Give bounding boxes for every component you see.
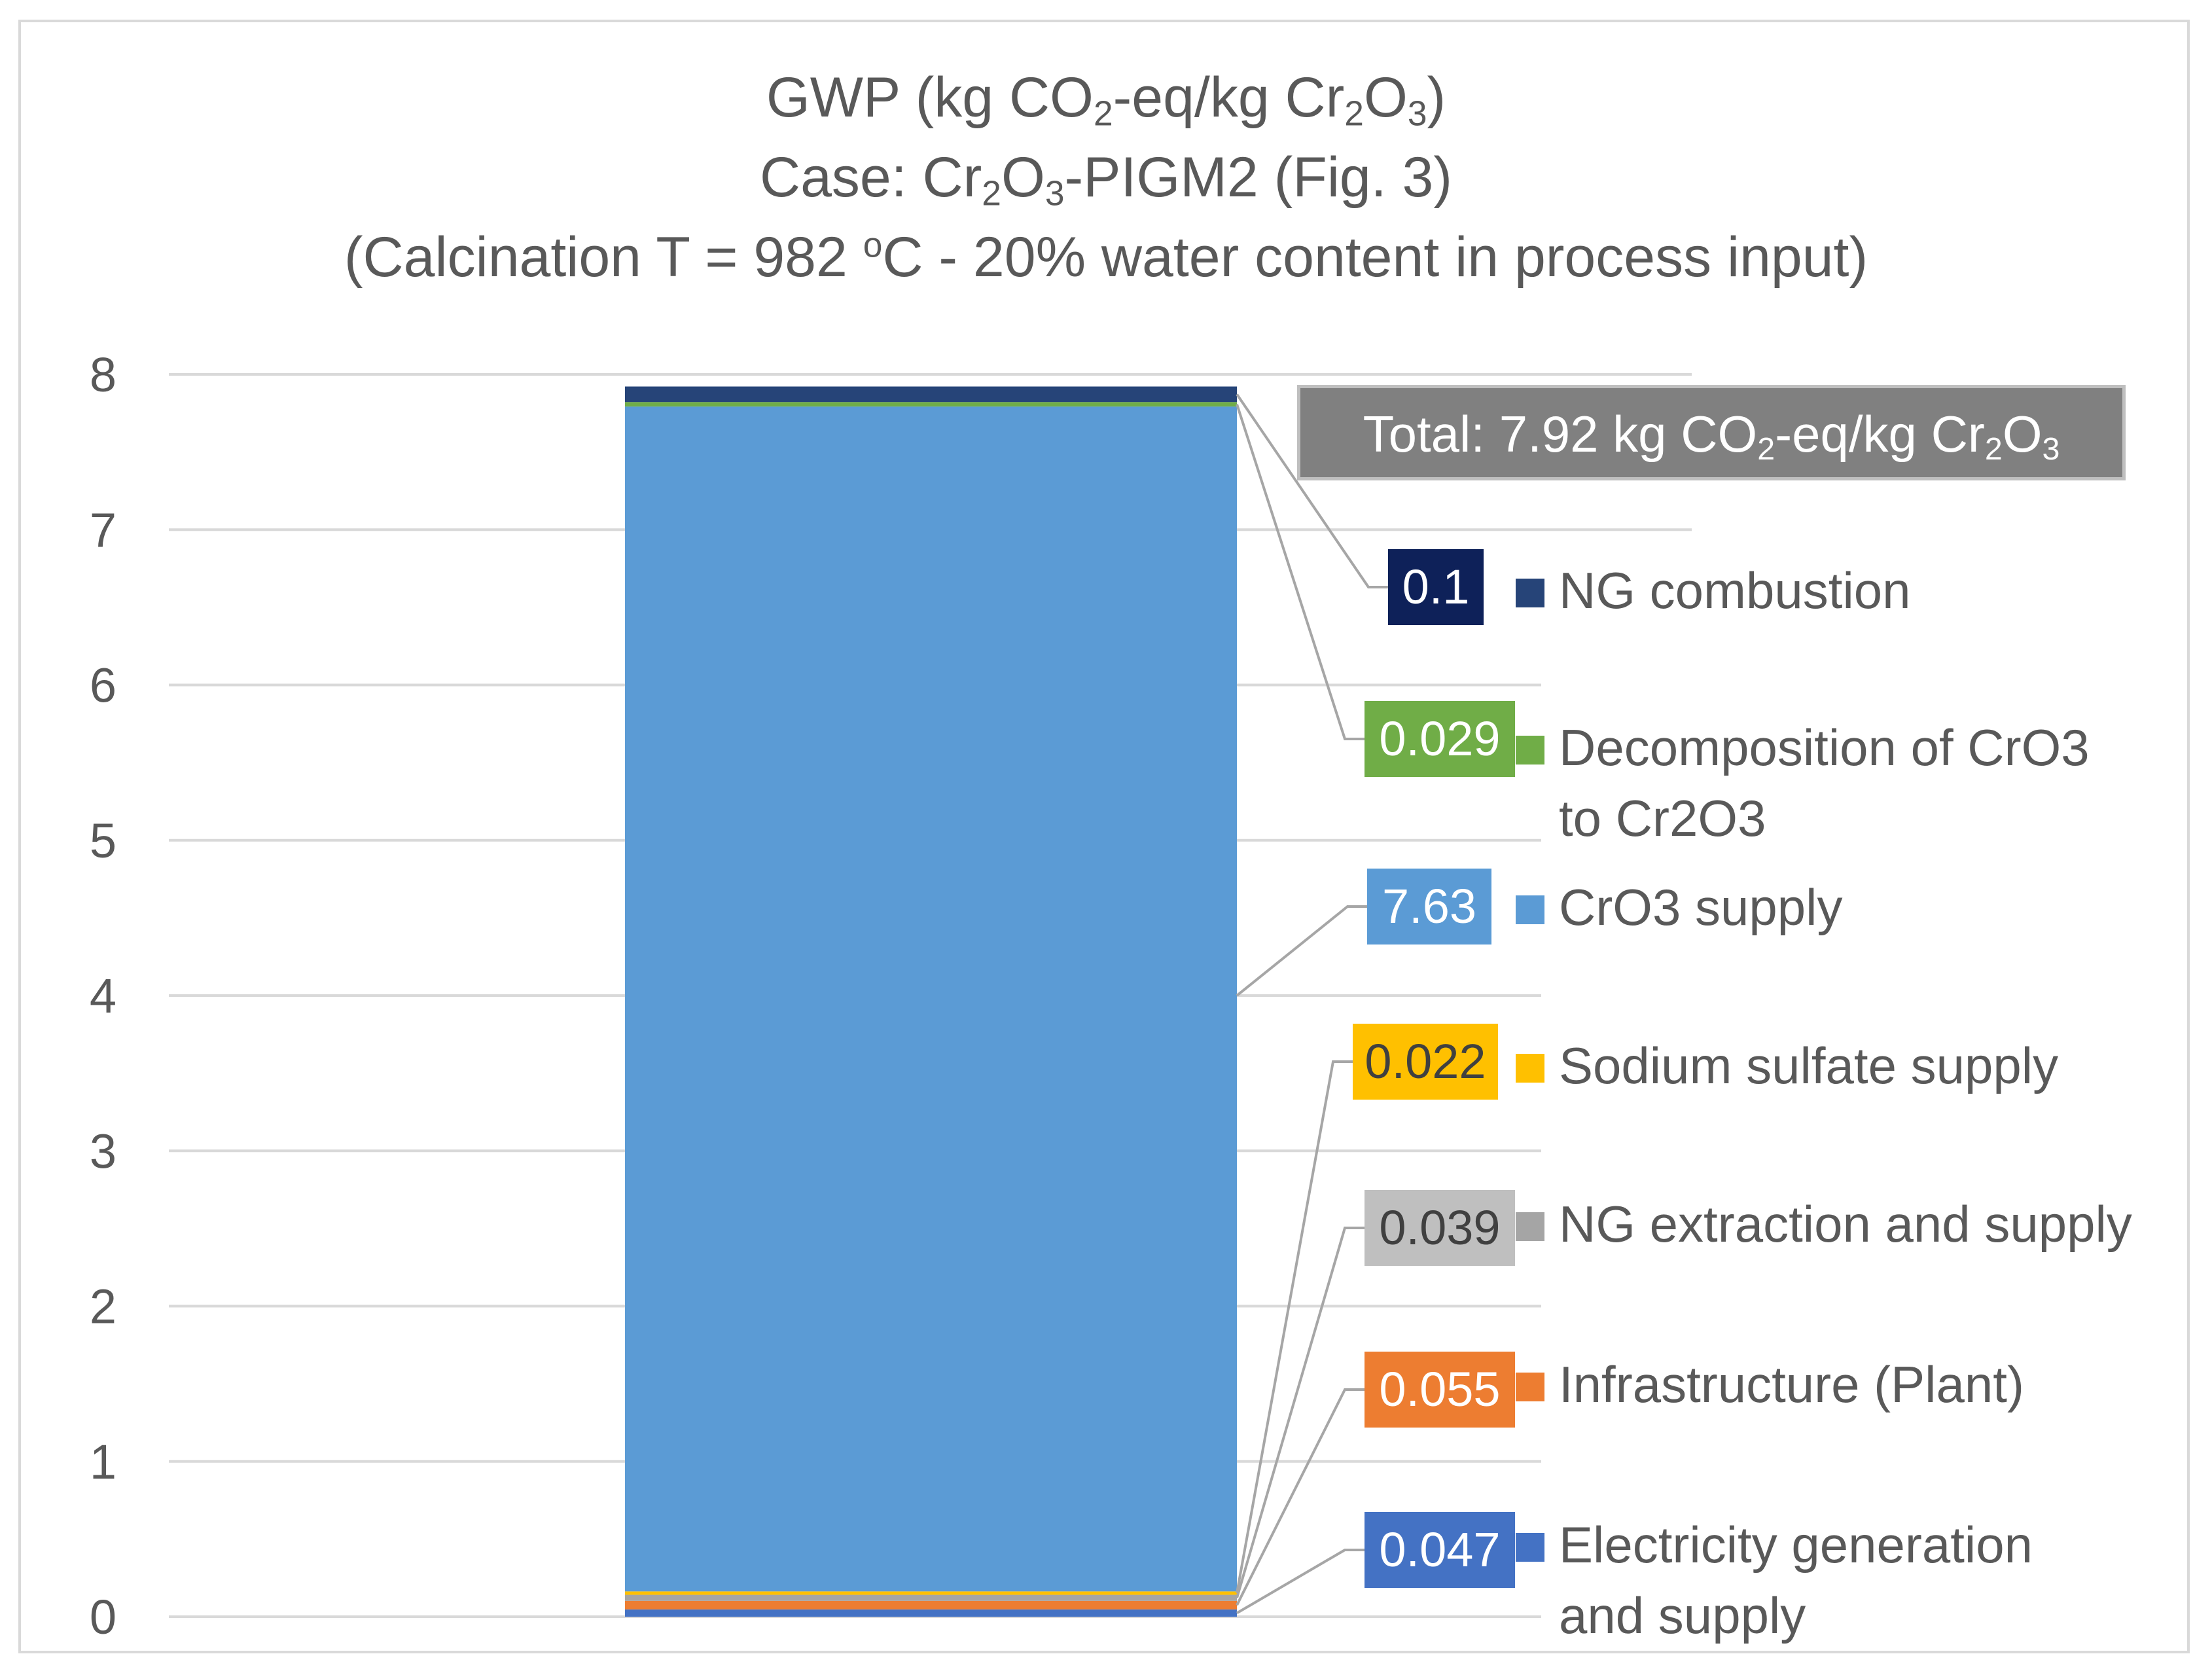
y-tick-label: 7 <box>90 503 116 557</box>
legend-swatch <box>1516 1373 1544 1401</box>
y-tick-label: 8 <box>90 348 116 402</box>
leader-line <box>1236 1388 1365 1606</box>
leader-lines <box>1236 393 1388 1615</box>
legend-item: Infrastructure (Plant) <box>1516 1349 2024 1420</box>
legend-item: Sodium sulfate supply <box>1516 1030 2059 1101</box>
bar-segment <box>625 1591 1237 1595</box>
leader-line <box>1236 905 1367 997</box>
data-label: 0.022 <box>1353 1024 1498 1100</box>
legend-swatch <box>1516 1054 1544 1083</box>
bar-segment <box>625 1609 1237 1617</box>
y-tick-label: 5 <box>90 814 116 868</box>
legend-item: CrO3 supply <box>1516 872 1843 943</box>
leader-line <box>1236 1060 1353 1594</box>
total-label: Total: 7.92 kg CO2-eq/kg Cr2O3 <box>1297 385 2126 480</box>
legend-item: NG combustion <box>1516 555 1911 626</box>
legend-label: Infrastructure (Plant) <box>1559 1356 2024 1413</box>
legend-swatch <box>1516 579 1544 607</box>
legend-swatch <box>1516 736 1544 765</box>
y-tick-label: 3 <box>90 1124 116 1178</box>
chart-title-line-2: Case: Cr2O3-PIGM2 (Fig. 3) <box>759 146 1453 213</box>
bar-segment <box>625 1594 1237 1601</box>
data-label: 0.029 <box>1365 701 1515 777</box>
leader-line <box>1236 1227 1365 1598</box>
stacked-bar <box>625 386 1237 1617</box>
y-axis-ticks: 0 1 2 3 4 5 6 7 8 <box>90 348 116 1644</box>
data-label: 0.039 <box>1365 1190 1515 1266</box>
legend-swatch <box>1516 895 1544 924</box>
y-tick-label: 4 <box>90 969 116 1023</box>
legend-item: Decomposition of CrO3 to Cr2O3 <box>1516 712 2090 854</box>
leader-line <box>1236 404 1365 740</box>
data-label: 0.1 <box>1388 549 1484 625</box>
y-tick-label: 1 <box>90 1435 116 1489</box>
data-label: 0.047 <box>1365 1512 1515 1588</box>
bar-segment <box>625 386 1237 403</box>
chart-title-line-1: GWP (kg CO2-eq/kg Cr2O3) <box>766 66 1446 134</box>
chart-title-line-3: (Calcination T = 982 oC - 20% water cont… <box>344 226 1868 289</box>
legend-swatch <box>1516 1212 1544 1241</box>
legend-item: NG extraction and supply <box>1516 1189 2132 1259</box>
gridlines <box>169 373 1692 1618</box>
y-tick-label: 2 <box>90 1280 116 1334</box>
data-label: 0.055 <box>1365 1352 1515 1428</box>
y-tick-label: 0 <box>90 1590 116 1644</box>
leader-line <box>1236 393 1388 588</box>
legend-label: CrO3 supply <box>1559 878 1843 936</box>
legend-swatch <box>1516 1533 1544 1562</box>
legend-label: Electricity generation and supply <box>1559 1516 2033 1644</box>
bar-segment <box>625 406 1237 1592</box>
leader-line <box>1236 1549 1365 1615</box>
data-label: 7.63 <box>1367 869 1491 944</box>
legend-label: NG combustion <box>1559 562 1911 619</box>
bar-segment <box>625 402 1237 407</box>
legend-label: NG extraction and supply <box>1559 1195 2132 1253</box>
bar-segment <box>625 1600 1237 1610</box>
legend-label: Decomposition of CrO3 to Cr2O3 <box>1559 719 2090 847</box>
legend-item: Electricity generation and supply <box>1516 1509 2033 1651</box>
legend-label: Sodium sulfate supply <box>1559 1037 2059 1094</box>
y-tick-label: 6 <box>90 658 116 713</box>
